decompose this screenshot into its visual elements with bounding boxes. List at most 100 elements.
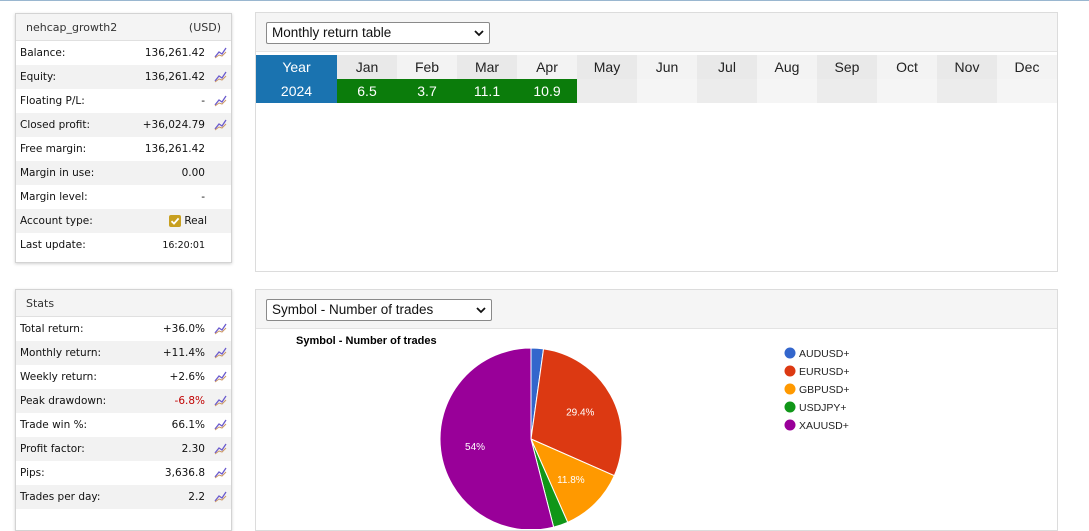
month-header: Mar <box>457 55 517 79</box>
account-row-value: 136,261.42 <box>144 143 205 155</box>
stats-rows: Total return: +36.0% Monthly return: +11.4%… <box>16 317 231 509</box>
chart-icon[interactable] <box>214 70 227 83</box>
stats-row: Trade win %: 66.1% <box>16 413 231 437</box>
month-value-cell <box>877 79 937 103</box>
chart-icon[interactable] <box>214 442 227 455</box>
account-row-label: Balance: <box>20 47 66 59</box>
stats-title: Stats <box>26 296 55 310</box>
stats-row-value: +11.4% <box>162 347 205 359</box>
chart-icon[interactable] <box>214 466 227 479</box>
account-row: Margin level: - <box>16 185 231 209</box>
stats-row-label: Trades per day: <box>20 491 101 503</box>
stats-row: Monthly return: +11.4% <box>16 341 231 365</box>
stats-row-value: -6.8% <box>174 395 205 407</box>
pie-value-label: 54% <box>465 442 485 453</box>
top-border <box>0 0 1089 1</box>
month-header: Sep <box>817 55 877 79</box>
year-header: Year <box>256 55 337 79</box>
legend-swatch <box>784 383 796 395</box>
year-cell: 2024 <box>256 79 337 103</box>
month-header: Apr <box>517 55 577 79</box>
pie-value-label: 11.8% <box>557 475 585 486</box>
legend-swatch <box>784 347 796 359</box>
month-header: Feb <box>397 55 457 79</box>
account-rows: Balance: 136,261.42 Equity: 136,261.42 Float… <box>16 41 231 257</box>
legend-label[interactable]: EURUSD+ <box>799 366 849 378</box>
stats-row: Peak drawdown: -6.8% <box>16 389 231 413</box>
account-panel: nehcap_growth2 (USD) Balance: 136,261.42 E… <box>15 13 232 263</box>
legend-label[interactable]: XAUUSD+ <box>799 420 849 432</box>
symbol-select[interactable]: Symbol - Number of trades <box>266 299 492 321</box>
pie-slice-eurusd[interactable] <box>530 348 623 477</box>
chart-icon[interactable] <box>214 346 227 359</box>
account-row: Account type: Real <box>16 209 231 233</box>
account-row-label: Equity: <box>20 71 56 83</box>
chart-icon[interactable] <box>214 94 227 107</box>
month-value-cell <box>997 79 1057 103</box>
account-name: nehcap_growth2 <box>26 20 118 34</box>
legend-label[interactable]: GBPUSD+ <box>799 384 849 396</box>
legend-swatch <box>784 365 796 377</box>
chart-icon[interactable] <box>214 394 227 407</box>
stats-panel: Stats Total return: +36.0% Monthly return:… <box>15 289 232 531</box>
chart-icon[interactable] <box>214 370 227 383</box>
month-value-cell <box>637 79 697 103</box>
stats-row-value: 3,636.8 <box>164 467 205 479</box>
stats-row-value: +36.0% <box>162 323 205 335</box>
symbol-header: Symbol - Number of trades <box>256 290 1057 329</box>
month-value-cell: 6.5 <box>337 79 397 103</box>
account-row-label: Account type: <box>20 215 93 227</box>
month-header: Jun <box>637 55 697 79</box>
legend-swatch <box>784 419 796 431</box>
month-value-cell <box>937 79 997 103</box>
account-row: Floating P/L: - <box>16 89 231 113</box>
account-row-value: - <box>201 191 205 203</box>
account-row-value: 136,261.42 <box>144 71 205 83</box>
chevron-down-icon <box>474 30 484 37</box>
stats-row-label: Total return: <box>20 323 84 335</box>
account-row-label: Margin level: <box>20 191 88 203</box>
month-value-cell: 11.1 <box>457 79 517 103</box>
month-header: Aug <box>757 55 817 79</box>
chart-icon[interactable] <box>214 418 227 431</box>
account-row: Balance: 136,261.42 <box>16 41 231 65</box>
chart-icon[interactable] <box>214 46 227 59</box>
account-type-value: Real <box>184 215 207 227</box>
account-row: Free margin: 136,261.42 <box>16 137 231 161</box>
chart-icon[interactable] <box>214 322 227 335</box>
month-value-cell <box>817 79 877 103</box>
account-row: Last update: 16:20:01 <box>16 233 231 257</box>
chart-icon[interactable] <box>214 490 227 503</box>
chevron-down-icon <box>476 307 486 314</box>
pie-value-label: 29.4% <box>566 408 594 419</box>
stats-row-label: Pips: <box>20 467 45 479</box>
stats-row: Trades per day: 2.2 <box>16 485 231 509</box>
symbol-pie-chart: Symbol - Number of trades 29.4%11.8%54% … <box>296 335 849 529</box>
account-row: Margin in use: 0.00 <box>16 161 231 185</box>
stats-row: Profit factor: 2.30 <box>16 437 231 461</box>
stats-row-label: Trade win %: <box>20 419 88 431</box>
month-header: May <box>577 55 637 79</box>
stats-row-label: Weekly return: <box>20 371 97 383</box>
stats-row-label: Peak drawdown: <box>20 395 107 407</box>
monthly-return-select[interactable]: Monthly return table <box>266 22 490 44</box>
account-row-value: +36,024.79 <box>142 119 205 131</box>
account-currency: (USD) <box>188 20 221 34</box>
account-row-value: 136,261.42 <box>144 47 205 59</box>
chart-icon[interactable] <box>214 118 227 131</box>
monthly-return-header: Monthly return table <box>256 13 1057 52</box>
stats-row-value: 2.30 <box>181 443 205 455</box>
symbol-select-label: Symbol - Number of trades <box>272 302 434 317</box>
legend-label[interactable]: AUDUSD+ <box>799 348 849 360</box>
month-value-cell <box>757 79 817 103</box>
stats-row: Total return: +36.0% <box>16 317 231 341</box>
account-row-value: 16:20:01 <box>162 239 205 251</box>
monthly-return-panel: Monthly return table Year Jan Feb Mar Apr May… <box>255 12 1058 272</box>
stats-panel-header: Stats <box>16 290 231 317</box>
stats-row-value: 2.2 <box>188 491 205 503</box>
month-header: Nov <box>937 55 997 79</box>
legend-label[interactable]: USDJPY+ <box>799 402 847 414</box>
stats-row-label: Profit factor: <box>20 443 85 455</box>
account-row-label: Floating P/L: <box>20 95 85 107</box>
account-row-label: Closed profit: <box>20 119 91 131</box>
